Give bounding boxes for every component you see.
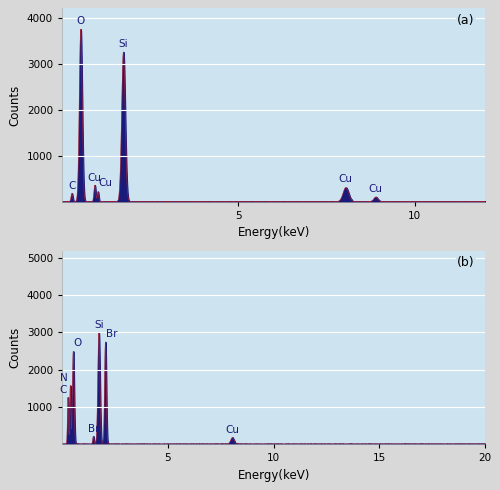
Text: Br: Br xyxy=(88,424,99,434)
Text: Cu: Cu xyxy=(88,172,102,182)
Text: (a): (a) xyxy=(457,14,474,27)
X-axis label: Energy(keV): Energy(keV) xyxy=(238,468,310,482)
Text: Si: Si xyxy=(118,39,128,49)
X-axis label: Energy(keV): Energy(keV) xyxy=(238,226,310,240)
Text: Si: Si xyxy=(94,320,104,330)
Y-axis label: Counts: Counts xyxy=(8,84,22,126)
Text: Cu: Cu xyxy=(98,178,112,189)
Text: (b): (b) xyxy=(457,256,474,270)
Text: C: C xyxy=(59,385,66,395)
Text: N: N xyxy=(60,373,68,383)
Text: Cu: Cu xyxy=(369,184,383,194)
Text: Br: Br xyxy=(106,329,118,339)
Text: C: C xyxy=(68,181,76,191)
Text: O: O xyxy=(76,16,85,26)
Text: O: O xyxy=(74,339,82,348)
Text: Cu: Cu xyxy=(339,174,353,184)
Y-axis label: Counts: Counts xyxy=(8,327,22,368)
Text: Cu: Cu xyxy=(226,425,239,435)
